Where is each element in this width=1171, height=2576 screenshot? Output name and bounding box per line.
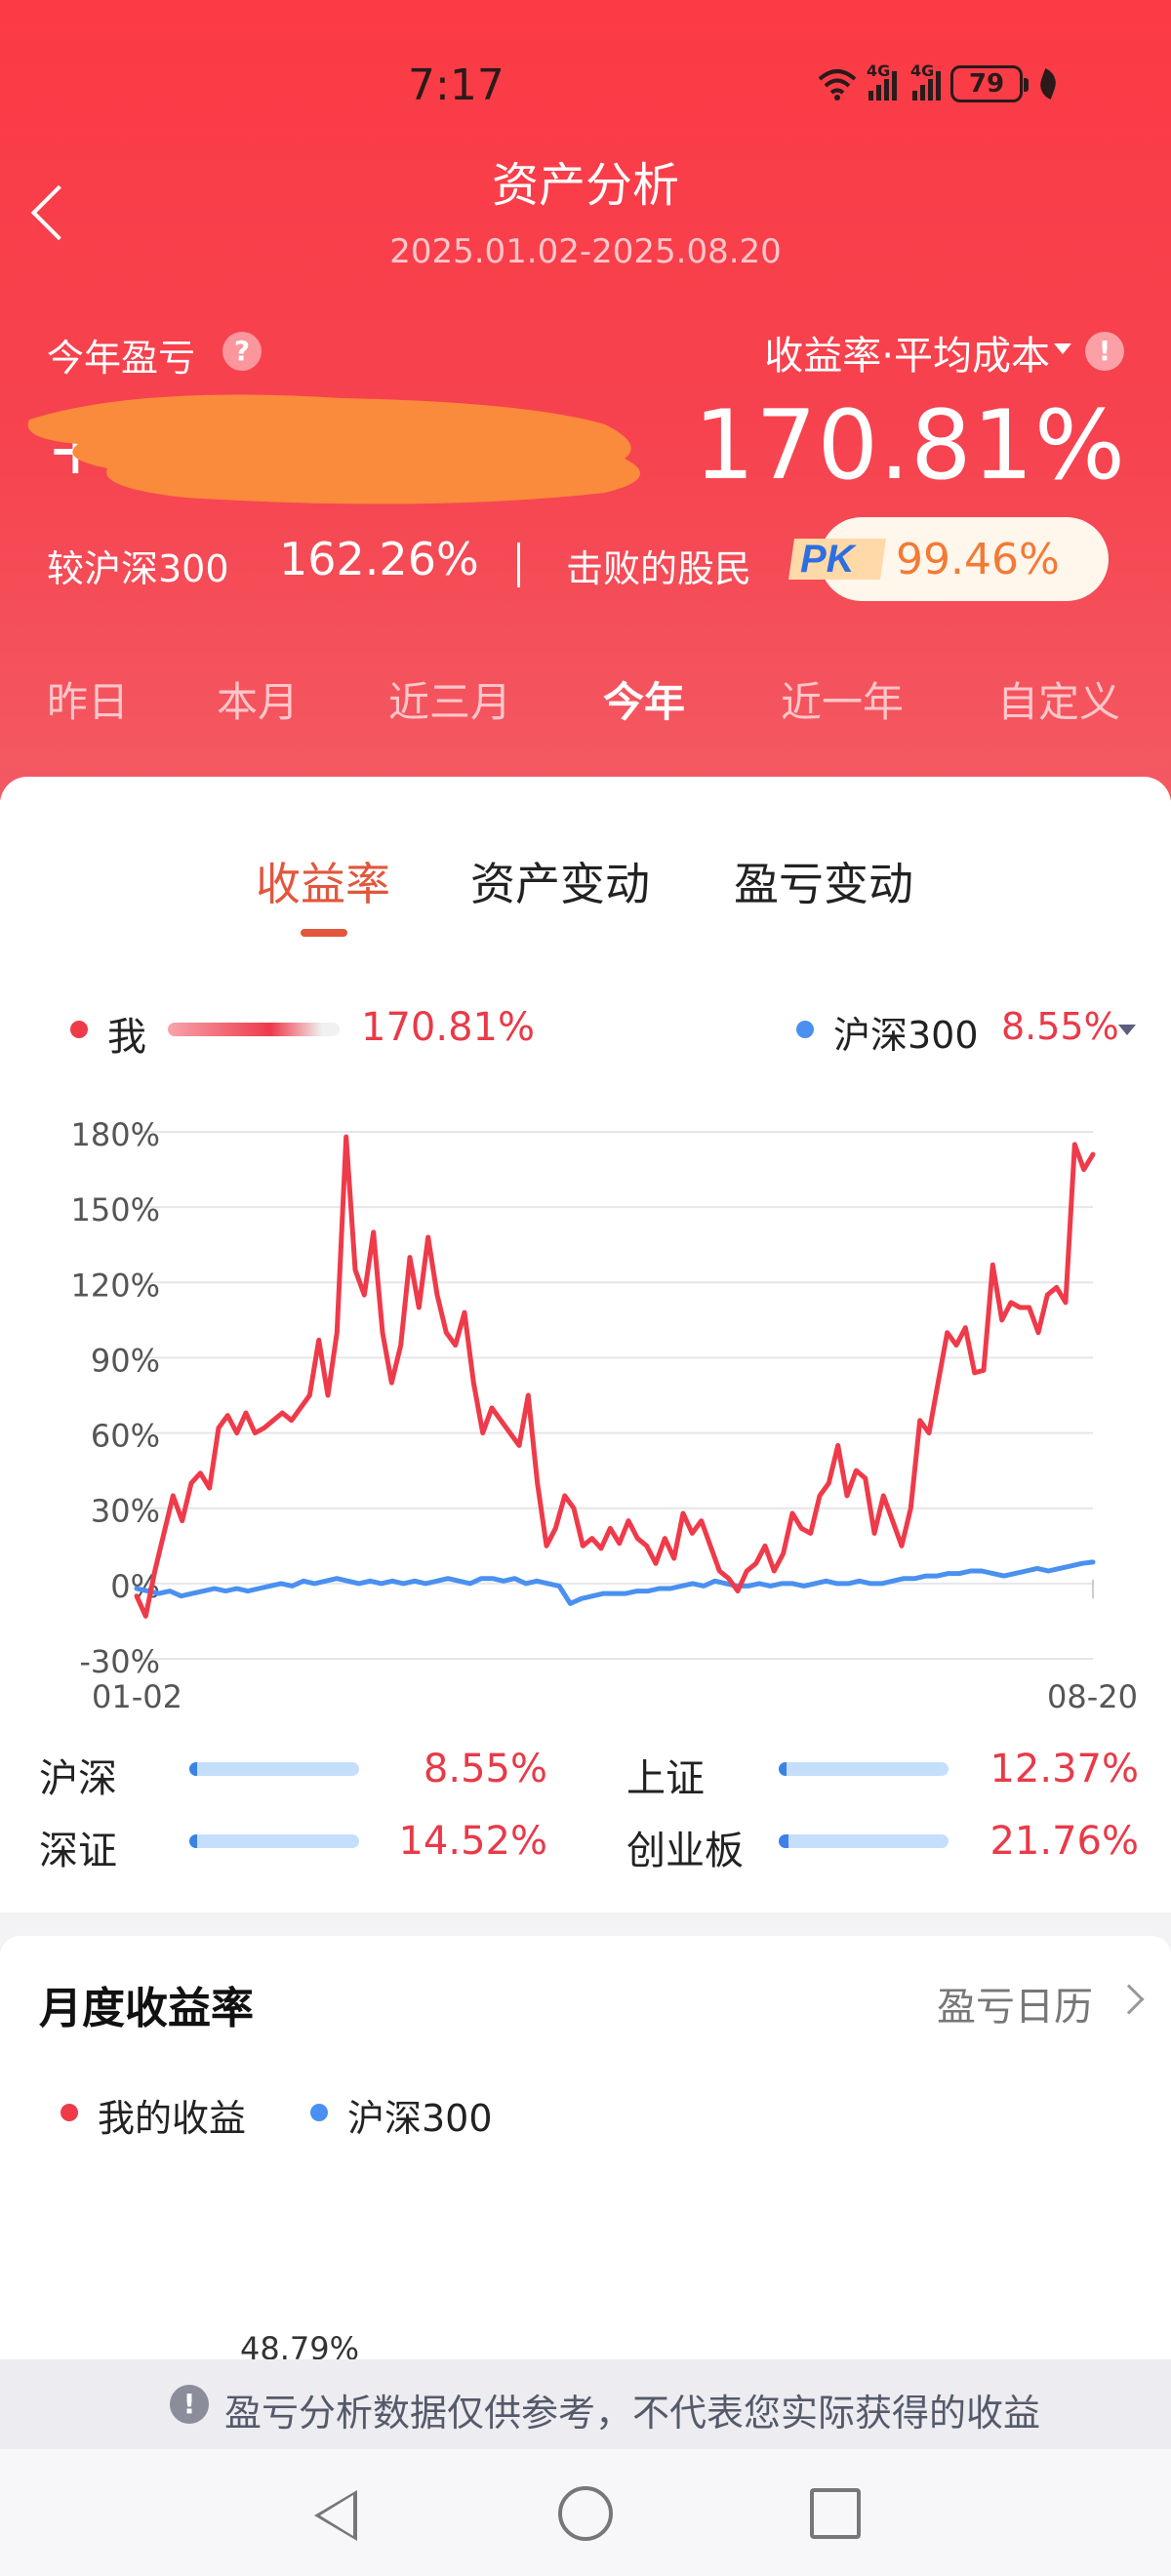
return-line-chart[interactable]: 180%150%120%90%60%30%0%-30%01-02 08-20 bbox=[0, 1093, 1171, 1717]
index-value: 8.55% bbox=[423, 1747, 547, 1791]
legend-benchmark-dot bbox=[796, 1021, 814, 1038]
return-rate-value: 170.81% bbox=[693, 390, 1126, 502]
status-time: 7:17 bbox=[408, 60, 505, 110]
x-tick-label-start: 01-02 bbox=[92, 1678, 182, 1715]
nav-back-icon-inner bbox=[320, 2495, 353, 2536]
tab-return-rate[interactable]: 收益率 bbox=[256, 858, 390, 910]
help-icon[interactable]: ? bbox=[222, 332, 262, 371]
active-tab-indicator bbox=[301, 929, 347, 937]
legend-benchmark-2: 沪深300 bbox=[347, 2097, 493, 2140]
nav-recent-icon[interactable] bbox=[810, 2488, 861, 2539]
legend-my-return: 我的收益 bbox=[98, 2097, 247, 2140]
disclaimer-text: 盈亏分析数据仅供参考，不代表您实际获得的收益 bbox=[224, 2392, 1041, 2435]
tab-pnl-change[interactable]: 盈亏变动 bbox=[734, 858, 913, 910]
legend-me-label: 我 bbox=[107, 1015, 146, 1060]
rate-mode-selector[interactable]: 收益率·平均成本 bbox=[764, 334, 1050, 379]
nav-home-icon[interactable] bbox=[558, 2486, 613, 2541]
range-this-year[interactable]: 今年 bbox=[603, 678, 686, 726]
chart-tabs: 收益率 资产变动 盈亏变动 bbox=[0, 849, 1171, 917]
y-tick-label: 120% bbox=[71, 1267, 160, 1304]
range-month[interactable]: 本月 bbox=[217, 678, 300, 726]
signal-icon-2: 4G bbox=[910, 61, 941, 101]
y-tick-label: 150% bbox=[71, 1191, 160, 1228]
y-tick-label: 90% bbox=[91, 1342, 160, 1379]
wifi-icon bbox=[818, 69, 857, 101]
y-tick-label: 60% bbox=[91, 1418, 160, 1455]
beat-investors-value: 99.46% bbox=[896, 535, 1060, 584]
legend-my-return-dot bbox=[61, 2104, 78, 2121]
time-range-tabs: 昨日 本月 近三月 今年 近一年 自定义 bbox=[0, 669, 1171, 728]
index-bar-track bbox=[189, 1834, 359, 1848]
y-tick-label: 30% bbox=[91, 1493, 160, 1530]
status-icons: 4G 4G 79 bbox=[816, 61, 1061, 105]
index-value: 14.52% bbox=[398, 1819, 547, 1864]
pk-badge-icon: PK bbox=[788, 538, 886, 581]
range-yesterday[interactable]: 昨日 bbox=[47, 678, 130, 726]
index-name: 深证 bbox=[39, 1829, 117, 1873]
benchmark-compare-value: 162.26% bbox=[279, 533, 479, 585]
index-value: 21.76% bbox=[989, 1819, 1139, 1864]
range-1year[interactable]: 近一年 bbox=[781, 678, 905, 726]
x-tick-label-end: 08-20 bbox=[1047, 1678, 1138, 1715]
index-name: 沪深 bbox=[39, 1756, 117, 1801]
range-3months[interactable]: 近三月 bbox=[388, 678, 512, 726]
tab-asset-change[interactable]: 资产变动 bbox=[470, 858, 650, 910]
range-custom[interactable]: 自定义 bbox=[997, 678, 1121, 726]
index-bar-fill bbox=[779, 1762, 787, 1776]
legend-benchmark-dot-2 bbox=[310, 2104, 328, 2121]
summary-divider bbox=[517, 543, 520, 587]
index-value: 12.37% bbox=[989, 1747, 1139, 1791]
index-bar-track bbox=[779, 1762, 949, 1776]
signal-icon-1: 4G bbox=[867, 61, 897, 101]
index-bar-track bbox=[779, 1834, 949, 1848]
series-line-benchmark bbox=[134, 1559, 1096, 1606]
y-tick-label: -30% bbox=[79, 1643, 160, 1680]
info-icon[interactable]: ! bbox=[1085, 332, 1124, 371]
benchmark-dropdown-icon[interactable] bbox=[1118, 1025, 1136, 1035]
index-name: 创业板 bbox=[626, 1829, 744, 1873]
page-title: 资产分析 bbox=[491, 158, 679, 213]
index-name: 上证 bbox=[626, 1756, 705, 1801]
ytd-profit-label: 今年盈亏 bbox=[47, 337, 196, 380]
battery-icon: 79 bbox=[950, 65, 1029, 102]
monthly-return-title: 月度收益率 bbox=[39, 1984, 254, 2033]
legend-me-bar bbox=[168, 1023, 340, 1036]
svg-text:PK: PK bbox=[800, 538, 858, 581]
benchmark-compare-label: 较沪深300 bbox=[47, 547, 229, 590]
legend-benchmark-label[interactable]: 沪深300 bbox=[833, 1014, 979, 1057]
legend-benchmark-value[interactable]: 8.55% bbox=[1001, 1005, 1119, 1048]
pnl-calendar-link[interactable]: 盈亏日历 bbox=[937, 1985, 1093, 2030]
beat-investors-label: 击败的股民 bbox=[566, 547, 752, 590]
y-tick-label: 180% bbox=[71, 1116, 160, 1153]
section-gap bbox=[0, 1912, 1171, 1936]
info-icon-disclaimer: ! bbox=[170, 2385, 209, 2424]
index-bar-track bbox=[189, 1762, 359, 1776]
dropdown-caret-icon[interactable] bbox=[1054, 343, 1071, 354]
legend-me-value: 170.81% bbox=[361, 1005, 535, 1050]
redacted-amount bbox=[27, 394, 641, 504]
monthly-card bbox=[0, 1936, 1171, 2385]
return-card bbox=[0, 777, 1171, 1912]
index-bar-fill bbox=[189, 1834, 197, 1848]
date-range: 2025.01.02-2025.08.20 bbox=[389, 232, 782, 271]
series-line-me bbox=[134, 1134, 1096, 1619]
legend-me-dot bbox=[70, 1021, 88, 1038]
index-bar-fill bbox=[779, 1834, 789, 1848]
index-bar-fill bbox=[189, 1762, 197, 1776]
